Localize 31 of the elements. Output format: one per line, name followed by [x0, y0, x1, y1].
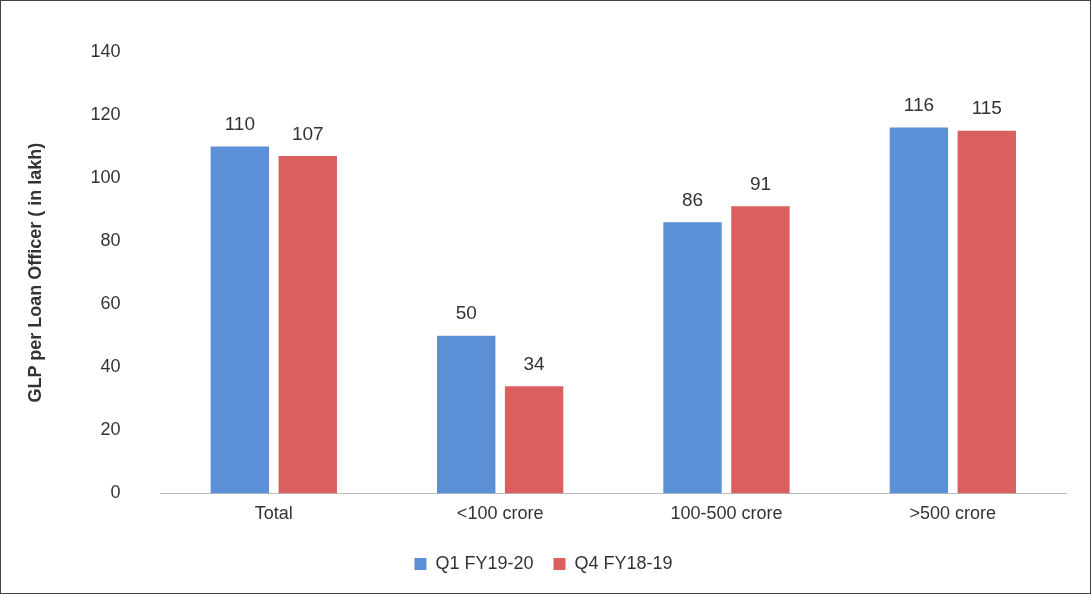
y-tick-label: 20	[100, 419, 121, 440]
y-tick-label: 140	[90, 40, 121, 61]
bar	[957, 130, 1016, 494]
x-tick-label: >500 crore	[909, 503, 997, 524]
y-tick-label: 0	[110, 482, 121, 503]
data-label: 116	[903, 94, 935, 116]
y-axis-title: GLP per Loan Officer ( in lakh)	[24, 142, 45, 403]
bar	[731, 206, 790, 494]
legend-label: Q4 FY18-19	[574, 552, 673, 573]
bar	[278, 155, 337, 494]
y-tick-label: 60	[100, 293, 121, 314]
data-label: 107	[291, 122, 324, 144]
legend-label: Q1 FY19-20	[435, 552, 534, 573]
data-label: 86	[681, 188, 704, 210]
data-label: 91	[749, 173, 772, 195]
x-tick-label: 100-500 crore	[670, 503, 783, 524]
bar	[504, 386, 564, 494]
y-tick-label: 100	[90, 166, 121, 187]
data-label: 34	[523, 352, 546, 374]
bar	[663, 222, 722, 494]
y-tick-label: 120	[90, 103, 121, 124]
x-tick-label: Total	[254, 503, 293, 524]
y-tick-label: 80	[100, 230, 121, 251]
data-label: 115	[971, 97, 1002, 119]
bar	[437, 335, 496, 494]
bar	[210, 146, 270, 494]
data-label: 50	[455, 302, 477, 324]
data-label: 110	[224, 113, 255, 135]
y-tick-label: 40	[100, 356, 121, 377]
bar	[889, 127, 949, 494]
x-tick-label: <100 crore	[456, 503, 544, 524]
